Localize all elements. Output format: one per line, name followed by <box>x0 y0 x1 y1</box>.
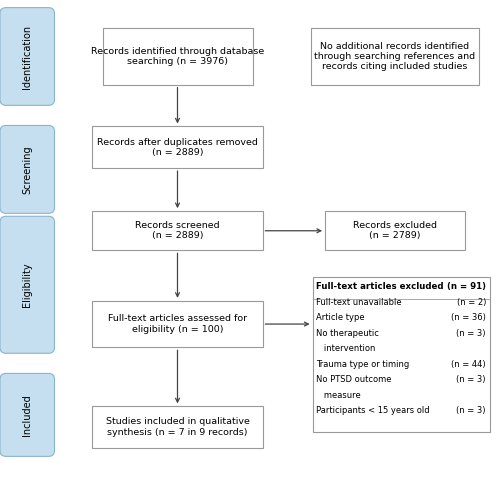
Text: Full-text unavailable: Full-text unavailable <box>316 298 402 307</box>
Text: Records after duplicates removed
(n = 2889): Records after duplicates removed (n = 28… <box>97 137 258 157</box>
Text: Records screened
(n = 2889): Records screened (n = 2889) <box>135 221 220 241</box>
FancyBboxPatch shape <box>102 28 253 85</box>
Text: Eligibility: Eligibility <box>22 263 32 307</box>
Text: Article type: Article type <box>316 313 365 322</box>
Text: (n = 3): (n = 3) <box>456 406 486 415</box>
Text: Screening: Screening <box>22 145 32 194</box>
Text: (n = 91): (n = 91) <box>447 282 486 291</box>
FancyBboxPatch shape <box>0 8 54 106</box>
Text: Studies included in qualitative
synthesis (n = 7 in 9 records): Studies included in qualitative synthesi… <box>106 417 250 437</box>
FancyBboxPatch shape <box>0 126 54 213</box>
Text: Records excluded
(n = 2789): Records excluded (n = 2789) <box>353 221 437 241</box>
Text: Participants < 15 years old: Participants < 15 years old <box>316 406 430 415</box>
Text: measure: measure <box>316 390 361 400</box>
Text: (n = 3): (n = 3) <box>456 328 486 338</box>
FancyBboxPatch shape <box>0 217 54 354</box>
Text: (n = 44): (n = 44) <box>452 359 486 369</box>
Text: No therapeutic: No therapeutic <box>316 328 380 338</box>
FancyBboxPatch shape <box>0 374 54 457</box>
Text: Full-text articles excluded: Full-text articles excluded <box>316 282 444 291</box>
Text: Identification: Identification <box>22 25 32 88</box>
FancyBboxPatch shape <box>92 407 262 448</box>
Text: (n = 2): (n = 2) <box>456 298 486 307</box>
FancyBboxPatch shape <box>92 211 262 250</box>
Text: No PTSD outcome: No PTSD outcome <box>316 375 392 384</box>
Text: (n = 36): (n = 36) <box>451 313 486 322</box>
FancyBboxPatch shape <box>325 211 465 250</box>
FancyBboxPatch shape <box>311 28 479 85</box>
Text: intervention: intervention <box>316 344 376 353</box>
FancyBboxPatch shape <box>92 300 262 348</box>
FancyBboxPatch shape <box>92 127 262 168</box>
Text: Trauma type or timing: Trauma type or timing <box>316 359 410 369</box>
FancyBboxPatch shape <box>312 277 490 432</box>
Text: (n = 3): (n = 3) <box>456 375 486 384</box>
Text: Full-text articles assessed for
eligibility (n = 100): Full-text articles assessed for eligibil… <box>108 314 247 334</box>
Text: Records identified through database
searching (n = 3976): Records identified through database sear… <box>91 47 264 66</box>
Text: Included: Included <box>22 394 32 436</box>
Text: No additional records identified
through searching references and
records citing: No additional records identified through… <box>314 42 476 71</box>
